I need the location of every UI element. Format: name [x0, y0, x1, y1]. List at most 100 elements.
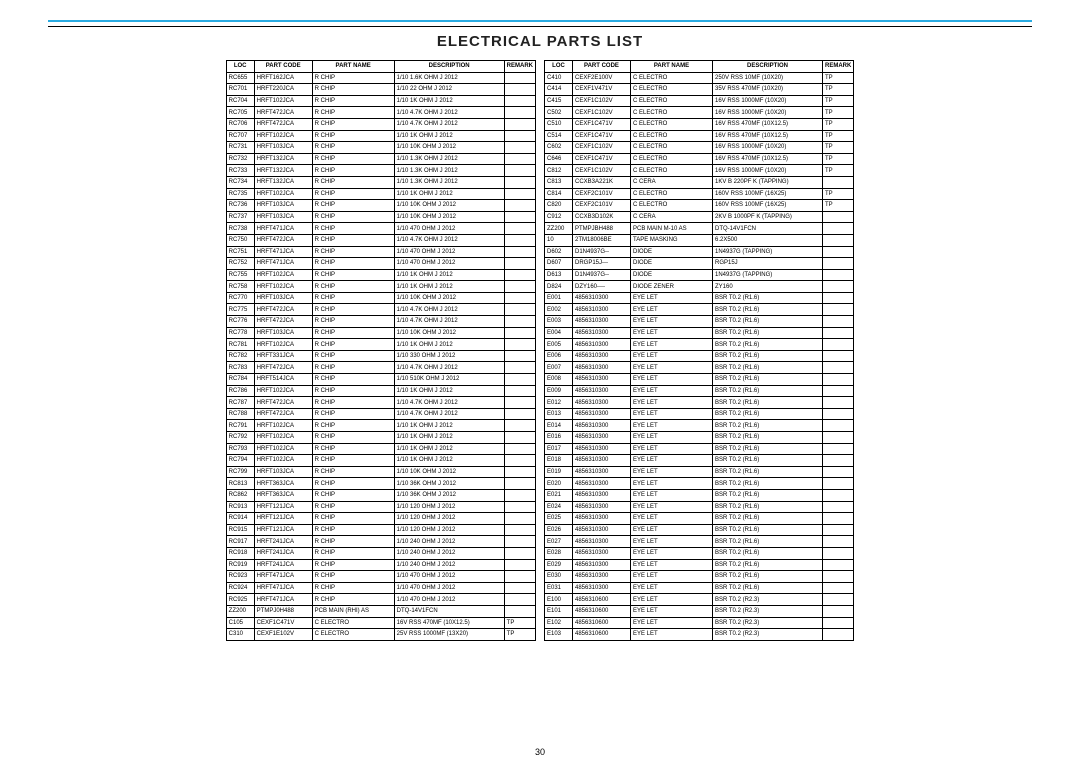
cell-r [504, 385, 535, 397]
cell-code: 4856310300 [573, 316, 631, 328]
cell-desc: 1/10 1K OHM J 2012 [394, 281, 504, 293]
cell-code: HRFT363JCA [254, 489, 312, 501]
cell-desc: 1/10 4.7K OHM J 2012 [394, 408, 504, 420]
cell-code: HRFT241JCA [254, 559, 312, 571]
cell-loc: E002 [545, 304, 573, 316]
cell-code: 4856310300 [573, 455, 631, 467]
cell-code: HRFT471JCA [254, 594, 312, 606]
cell-desc: 1/10 1K OHM J 2012 [394, 455, 504, 467]
cell-desc: 1/10 1K OHM J 2012 [394, 385, 504, 397]
table-row: RC736HRFT103JCAR CHIP1/10 10K OHM J 2012 [226, 200, 535, 212]
cell-r [823, 443, 854, 455]
cell-name: C ELECTRO [631, 95, 713, 107]
cell-desc: BSR T0.2 (R1.6) [713, 443, 823, 455]
cell-name: R CHIP [312, 582, 394, 594]
cell-name: R CHIP [312, 339, 394, 351]
cell-loc: RC799 [226, 466, 254, 478]
cell-r [504, 84, 535, 96]
cell-r [823, 536, 854, 548]
cell-name: R CHIP [312, 258, 394, 270]
cell-code: 4856310300 [573, 536, 631, 548]
cell-desc: 1/10 22 OHM J 2012 [394, 84, 504, 96]
cell-r: TP [823, 130, 854, 142]
table-row: E1004856310600EYE LETBSR T0.2 (R2.3) [545, 594, 854, 606]
cell-r [504, 223, 535, 235]
cell-name: R CHIP [312, 489, 394, 501]
table-row: RC783HRFT472JCAR CHIP1/10 4.7K OHM J 201… [226, 362, 535, 374]
table-row: RC776HRFT472JCAR CHIP1/10 4.7K OHM J 201… [226, 316, 535, 328]
cell-r: TP [823, 107, 854, 119]
cell-r [504, 142, 535, 154]
cell-loc: ZZ200 [545, 223, 573, 235]
cell-loc: RC750 [226, 234, 254, 246]
table-row: RC799HRFT103JCAR CHIP1/10 10K OHM J 2012 [226, 466, 535, 478]
cell-desc: BSR T0.2 (R1.6) [713, 385, 823, 397]
cell-loc: E012 [545, 397, 573, 409]
cell-name: C ELECTRO [312, 629, 394, 641]
cell-code: 4856310300 [573, 292, 631, 304]
table-row: RC792HRFT102JCAR CHIP1/10 1K OHM J 2012 [226, 432, 535, 444]
cell-r [823, 292, 854, 304]
cell-r [504, 165, 535, 177]
cell-code: HRFT471JCA [254, 582, 312, 594]
cell-r [504, 258, 535, 270]
cell-desc: BSR T0.2 (R1.6) [713, 559, 823, 571]
cell-name: EYE LET [631, 397, 713, 409]
cell-name: C ELECTRO [631, 72, 713, 84]
parts-table-left: LOC PART CODE PART NAME DESCRIPTION REMA… [226, 60, 536, 641]
top-rule [48, 20, 1032, 22]
cell-desc: 1/10 10K OHM J 2012 [394, 327, 504, 339]
table-row: E0124856310300EYE LETBSR T0.2 (R1.6) [545, 397, 854, 409]
cell-code: CEXF1E102V [254, 629, 312, 641]
col-remark: REMARK [823, 61, 854, 73]
cell-desc: 1/10 1.3K OHM J 2012 [394, 176, 504, 188]
table-row: C820CEXF2C101VC ELECTRO160V RSS 100MF (1… [545, 200, 854, 212]
cell-name: R CHIP [312, 188, 394, 200]
cell-desc: 1/10 120 OHM J 2012 [394, 513, 504, 525]
cell-loc: E031 [545, 582, 573, 594]
table-row: RC778HRFT103JCAR CHIP1/10 10K OHM J 2012 [226, 327, 535, 339]
cell-desc: BSR T0.2 (R1.6) [713, 489, 823, 501]
cell-name: R CHIP [312, 501, 394, 513]
cell-loc: E014 [545, 420, 573, 432]
cell-r [504, 547, 535, 559]
cell-name: EYE LET [631, 478, 713, 490]
cell-loc: RC794 [226, 455, 254, 467]
cell-desc: 1/10 10K OHM J 2012 [394, 292, 504, 304]
page-number: 30 [0, 747, 1080, 757]
cell-code: HRFT472JCA [254, 362, 312, 374]
cell-code: CCXB3D102K [573, 211, 631, 223]
cell-code: HRFT472JCA [254, 408, 312, 420]
table-row: RC862HRFT363JCAR CHIP1/10 36K OHM J 2012 [226, 489, 535, 501]
cell-code: HRFT102JCA [254, 385, 312, 397]
cell-desc: 16V RSS 1000MF (10X20) [713, 165, 823, 177]
cell-code: CEXF1C471V [254, 617, 312, 629]
cell-loc: RC736 [226, 200, 254, 212]
cell-name: R CHIP [312, 304, 394, 316]
cell-r [823, 269, 854, 281]
cell-loc: E026 [545, 524, 573, 536]
cell-code: 4856310300 [573, 547, 631, 559]
cell-r [504, 234, 535, 246]
cell-desc: 1/10 1K OHM J 2012 [394, 130, 504, 142]
cell-name: C ELECTRO [631, 165, 713, 177]
table-row: E0274856310300EYE LETBSR T0.2 (R1.6) [545, 536, 854, 548]
cell-r [504, 443, 535, 455]
cell-desc: BSR T0.2 (R1.6) [713, 524, 823, 536]
cell-code: HRFT220JCA [254, 84, 312, 96]
cell-r [823, 582, 854, 594]
cell-name: EYE LET [631, 350, 713, 362]
cell-name: R CHIP [312, 571, 394, 583]
table-row: 102TM18006BETAPE MASKING6.2X500 [545, 234, 854, 246]
table-row: RC737HRFT103JCAR CHIP1/10 10K OHM J 2012 [226, 211, 535, 223]
cell-loc: RC782 [226, 350, 254, 362]
table-row: RC784HRFT514JCAR CHIP1/10 510K OHM J 201… [226, 374, 535, 386]
cell-desc: 16V RSS 470MF (10X12.5) [713, 118, 823, 130]
cell-code: 4856310300 [573, 385, 631, 397]
cell-r [504, 304, 535, 316]
cell-loc: D607 [545, 258, 573, 270]
cell-code: CEXF1C471V [573, 130, 631, 142]
cell-r [504, 374, 535, 386]
cell-code: HRFT472JCA [254, 304, 312, 316]
table-row: RC793HRFT102JCAR CHIP1/10 1K OHM J 2012 [226, 443, 535, 455]
